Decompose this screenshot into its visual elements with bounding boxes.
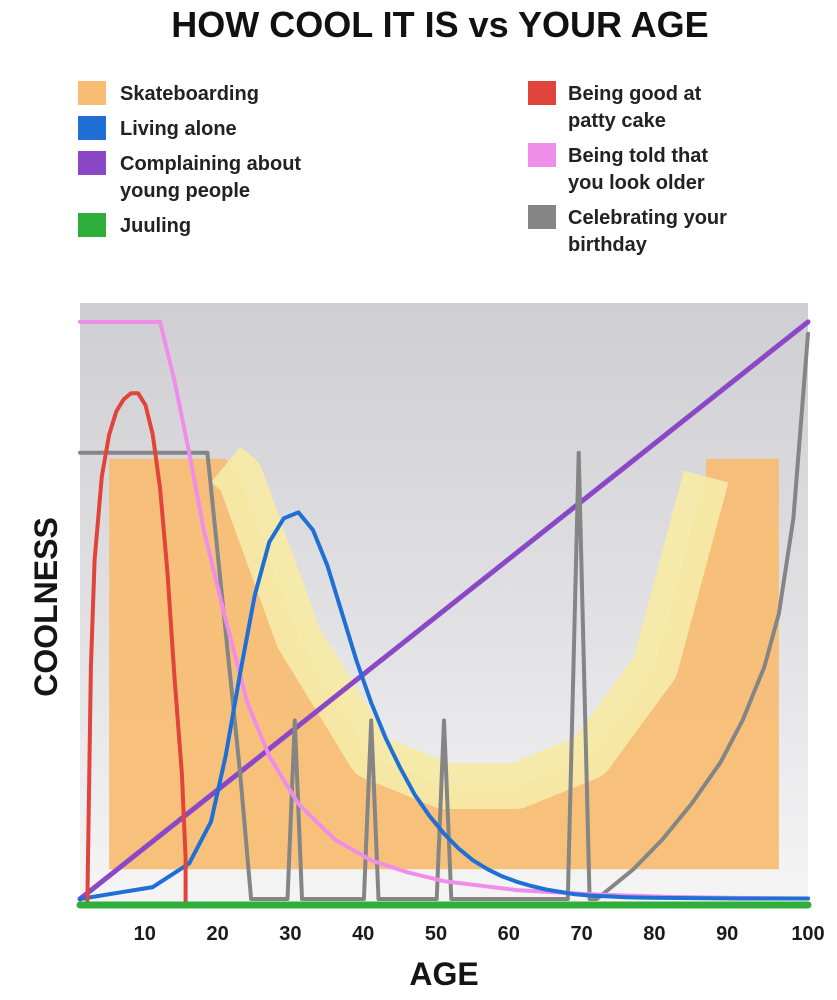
x-axis-label: AGE	[409, 956, 478, 992]
legend: Skateboarding Living alone Complaining abo…	[78, 81, 727, 256]
series-skateboarding_ramp	[211, 446, 729, 809]
x-tick-label: 50	[425, 923, 447, 945]
x-tick-label: 30	[279, 923, 301, 945]
x-tick-label: 100	[791, 923, 824, 945]
legend-label-birthday: Celebrating your	[568, 207, 727, 229]
series-complaining	[77, 319, 811, 902]
x-tick-label: 10	[134, 923, 156, 945]
legend-item-juuling: Juuling	[78, 213, 191, 237]
legend-label-patty_cake: Being good at	[568, 83, 702, 105]
x-tick-label: 40	[352, 923, 374, 945]
x-tick-label: 70	[570, 923, 592, 945]
legend-swatch-juuling	[78, 213, 106, 237]
x-tick-label: 60	[498, 923, 520, 945]
x-axis-ticks: 10 20 30 40 50 60 70 80 90 100	[134, 923, 825, 945]
legend-label-birthday: birthday	[568, 234, 648, 256]
legend-item-patty_cake: Being good at patty cake	[528, 81, 702, 132]
y-axis-label: COOLNESS	[28, 517, 64, 697]
legend-swatch-patty_cake	[528, 81, 556, 105]
legend-item-complaining: Complaining about young people	[78, 151, 301, 202]
legend-label-skateboarding: Skateboarding	[120, 83, 259, 105]
x-tick-label: 20	[206, 923, 228, 945]
legend-item-told_older: Being told that you look older	[528, 143, 708, 194]
legend-item-living_alone: Living alone	[78, 116, 237, 140]
x-tick-label: 90	[716, 923, 738, 945]
legend-swatch-living_alone	[78, 116, 106, 140]
legend-swatch-complaining	[78, 151, 106, 175]
legend-swatch-skateboarding	[78, 81, 106, 105]
chart-title: HOW COOL IT IS vs YOUR AGE	[171, 4, 708, 45]
legend-item-skateboarding: Skateboarding	[78, 81, 259, 105]
legend-label-told_older: Being told that	[568, 145, 708, 167]
series-living_alone	[78, 510, 810, 901]
legend-label-patty_cake: patty cake	[568, 110, 666, 132]
x-tick-label: 80	[643, 923, 665, 945]
legend-label-told_older: you look older	[568, 172, 705, 194]
series-patty_cake	[85, 391, 188, 907]
legend-label-complaining: young people	[120, 180, 250, 202]
legend-swatch-told_older	[528, 143, 556, 167]
series-layer	[76, 319, 812, 909]
legend-item-birthday: Celebrating your birthday	[528, 205, 727, 256]
legend-label-complaining: Complaining about	[120, 153, 301, 175]
legend-label-juuling: Juuling	[120, 215, 191, 237]
legend-swatch-birthday	[528, 205, 556, 229]
series-birthday	[78, 331, 810, 901]
legend-label-living_alone: Living alone	[120, 118, 237, 140]
